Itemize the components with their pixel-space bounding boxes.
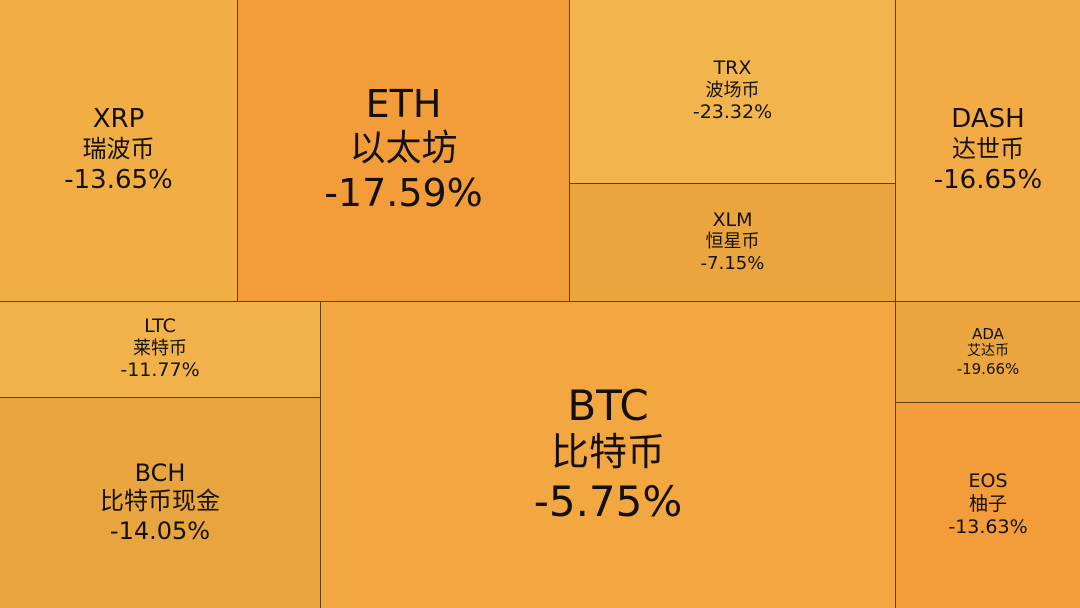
tile-eth: ETH 以太坊 -17.59% [238,0,569,301]
tile-name: 比特币 [550,430,665,475]
tile-name: 达世币 [952,134,1024,163]
tile-eos: EOS 柚子 -13.63% [896,403,1080,608]
tile-change: -11.77% [120,359,200,382]
tile-ada: ADA 艾达币 -19.66% [896,302,1080,402]
tile-symbol: BTC [567,380,649,430]
tile-symbol: ETH [365,82,442,127]
tile-symbol: BCH [134,458,186,487]
tile-change: -17.59% [324,171,483,216]
tile-dash: DASH 达世币 -16.65% [896,0,1080,301]
tile-btc: BTC 比特币 -5.75% [321,302,895,608]
tile-bch: BCH 比特币现金 -14.05% [0,398,320,608]
tile-change: -13.63% [948,515,1028,538]
tile-name: 波场币 [705,79,760,101]
tile-change: -7.15% [700,252,765,274]
tile-change: -19.66% [956,359,1020,378]
tile-symbol: TRX [713,56,752,79]
tile-symbol: ADA [972,324,1004,343]
tile-symbol: DASH [951,103,1025,134]
tile-trx: TRX 波场币 -23.32% [570,0,895,183]
tile-change: -23.32% [692,101,773,124]
tile-change: -13.65% [64,164,173,195]
tile-symbol: LTC [144,314,176,337]
tile-name: 比特币现金 [100,487,220,516]
tile-symbol: XLM [712,208,753,231]
tile-change: -16.65% [933,164,1043,195]
tile-name: 恒星币 [705,231,760,253]
tile-symbol: EOS [968,470,1008,493]
tile-name: 瑞波币 [82,134,155,163]
tile-name: 莱特币 [133,337,187,359]
tile-name: 以太坊 [349,128,458,169]
tile-ltc: LTC 莱特币 -11.77% [0,302,320,397]
tile-name: 艾达币 [967,342,1009,359]
tile-name: 柚子 [968,493,1007,516]
tile-xlm: XLM 恒星币 -7.15% [570,184,895,301]
tile-change: -14.05% [109,517,211,546]
tile-symbol: XRP [92,103,145,134]
tile-xrp: XRP 瑞波币 -13.65% [0,0,237,301]
tile-change: -5.75% [533,476,683,526]
